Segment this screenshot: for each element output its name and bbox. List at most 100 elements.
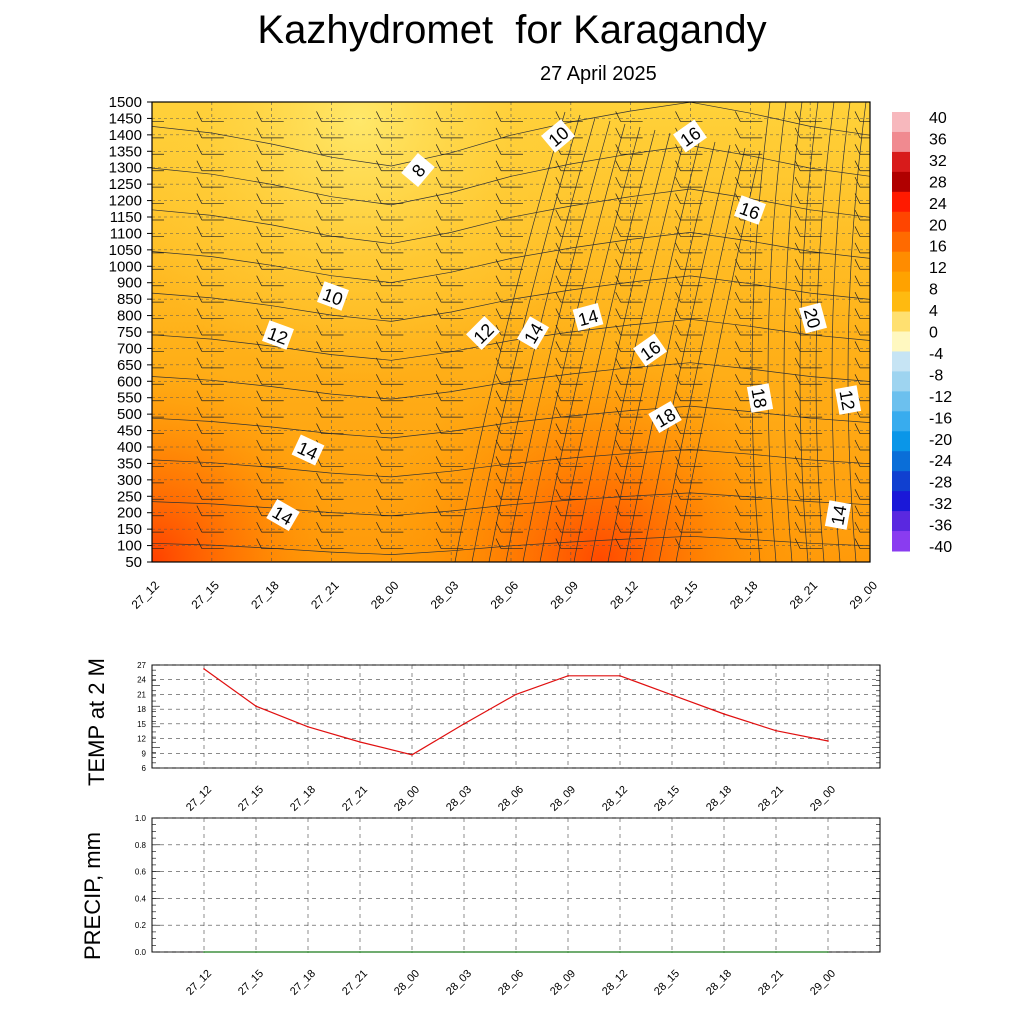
wind-barb xyxy=(555,390,583,402)
wind-barb xyxy=(376,226,404,237)
isotherm-line xyxy=(152,145,870,206)
wind-barb xyxy=(735,357,763,369)
contour-label: 20 xyxy=(799,302,827,334)
isotherm-line xyxy=(152,275,870,322)
wind-barb xyxy=(256,341,284,352)
isotherm-line xyxy=(152,405,870,439)
wind-barb xyxy=(376,259,404,270)
wind-barb xyxy=(196,521,224,533)
wind-barb xyxy=(376,193,404,204)
wind-barb xyxy=(316,144,344,155)
wind-barb xyxy=(152,252,164,254)
wind-barb xyxy=(316,472,344,484)
series-point xyxy=(255,951,257,953)
wind-barb xyxy=(555,242,583,254)
panel-xtick-label: 28_06 xyxy=(496,968,526,998)
wind-barb xyxy=(615,439,643,451)
wind-barb xyxy=(196,505,224,517)
wind-barb xyxy=(316,374,344,385)
wind-barb xyxy=(794,456,823,467)
wind-barb xyxy=(495,456,523,467)
wind-barb xyxy=(615,259,643,270)
wind-barb xyxy=(435,341,464,352)
panel-xtick-label: 28_18 xyxy=(704,784,734,814)
wind-barb xyxy=(675,226,703,237)
wind-barb xyxy=(316,176,344,188)
wind-barb xyxy=(615,406,643,418)
heatmap-ytick-label: 1000 xyxy=(109,258,142,275)
panel-xtick-label: 28_00 xyxy=(392,784,422,814)
heatmap-xtick-label: 27_12 xyxy=(129,578,163,612)
series-point xyxy=(463,723,465,725)
panel-ytick-label: 6 xyxy=(142,764,147,773)
wind-barb xyxy=(675,374,703,385)
colorbar-label: -24 xyxy=(929,453,952,470)
wind-barb xyxy=(376,341,404,352)
wind-barb xyxy=(316,193,344,204)
wind-barb xyxy=(675,439,703,451)
wind-barb xyxy=(316,127,344,139)
wind-barb xyxy=(495,390,523,402)
wind-barb xyxy=(152,203,164,204)
wind-barb xyxy=(854,341,870,352)
wind-barb xyxy=(854,176,870,188)
wind-barb xyxy=(316,111,344,122)
wind-barb xyxy=(675,291,703,303)
wind-barb xyxy=(376,423,404,434)
series-point xyxy=(515,693,517,696)
wind-barb xyxy=(152,548,164,549)
wind-barb xyxy=(152,285,164,287)
wind-barb xyxy=(495,275,523,287)
isotherm-line xyxy=(471,114,581,562)
wind-barb xyxy=(376,521,404,533)
wind-barb xyxy=(435,538,464,549)
wind-barb xyxy=(256,456,284,467)
wind-barb xyxy=(794,390,823,402)
wind-barb xyxy=(152,383,164,385)
wind-barb xyxy=(376,538,404,549)
wind-barb xyxy=(196,324,224,336)
colorbar-label: 40 xyxy=(929,110,947,127)
wind-barb xyxy=(256,275,284,287)
wind-barb xyxy=(196,111,224,122)
wind-barb xyxy=(196,291,224,303)
wind-barb xyxy=(196,456,224,467)
precip-panel: 1.0 0.8 0.6 0.4 0.2 0.0 27_12 27_15 27_18 27_21 28… xyxy=(135,814,881,998)
isotherm-line xyxy=(505,120,611,562)
wind-barb xyxy=(555,357,583,369)
wind-barb xyxy=(435,176,464,188)
panel-ytick-label: 0.2 xyxy=(135,921,147,930)
heatmap-xtick-label: 27_15 xyxy=(188,578,222,612)
wind-barb xyxy=(615,144,643,155)
panel-xtick-label: 27_21 xyxy=(340,784,370,814)
wind-barb xyxy=(256,226,284,237)
series-point xyxy=(411,753,413,756)
wind-barb xyxy=(196,193,224,204)
wind-barb xyxy=(615,275,643,287)
wind-barb xyxy=(316,423,344,434)
panel-xtick-label: 28_09 xyxy=(548,968,578,998)
wind-barb xyxy=(256,423,284,434)
contour-label: 18 xyxy=(746,383,774,413)
colorbar-label: 24 xyxy=(929,196,947,213)
wind-barb xyxy=(196,127,224,139)
heatmap-xtick-label: 28_00 xyxy=(368,578,402,612)
wind-barb xyxy=(316,390,344,402)
wind-barb xyxy=(376,456,404,467)
wind-barb xyxy=(256,259,284,270)
wind-barb xyxy=(675,505,703,517)
wind-barb xyxy=(794,242,823,254)
heatmap-ytick-label: 1250 xyxy=(109,176,142,193)
colorbar-swatch xyxy=(892,112,910,133)
heatmap-ytick-label: 550 xyxy=(117,390,142,407)
wind-barb xyxy=(735,324,763,336)
heatmap-ytick-label: 1350 xyxy=(109,143,142,160)
wind-barb xyxy=(256,176,284,188)
wind-barb xyxy=(794,275,823,287)
wind-barb xyxy=(555,538,583,549)
wind-barb xyxy=(435,505,464,517)
colorbar-label: 16 xyxy=(929,239,947,256)
wind-barb xyxy=(196,341,224,352)
wind-barb xyxy=(316,357,344,369)
